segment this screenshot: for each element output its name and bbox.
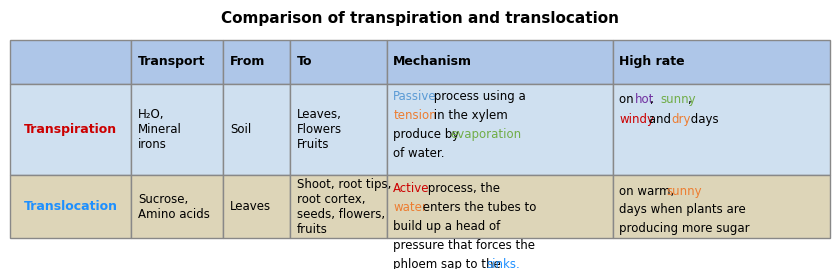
Text: in the xylem: in the xylem <box>429 109 507 122</box>
Text: on warm,: on warm, <box>619 185 678 198</box>
Text: High rate: High rate <box>619 55 685 68</box>
Bar <box>10 175 131 238</box>
Text: pressure that forces the: pressure that forces the <box>393 239 535 252</box>
Text: From: From <box>230 55 265 68</box>
Text: days: days <box>687 112 718 126</box>
Text: phloem sap to the: phloem sap to the <box>393 258 505 269</box>
Text: Mechanism: Mechanism <box>393 55 472 68</box>
Bar <box>10 84 131 175</box>
Bar <box>10 40 131 84</box>
Text: process using a: process using a <box>429 90 525 103</box>
Text: Comparison of transpiration and translocation: Comparison of transpiration and transloc… <box>221 11 619 26</box>
Text: enters the tubes to: enters the tubes to <box>419 201 537 214</box>
Bar <box>131 175 223 238</box>
Text: sinks.: sinks. <box>486 258 521 269</box>
Bar <box>131 84 223 175</box>
Text: ,: , <box>687 93 690 106</box>
Text: Shoot, root tips,
root cortex,
seeds, flowers,
fruits: Shoot, root tips, root cortex, seeds, fl… <box>297 178 391 236</box>
Text: build up a head of: build up a head of <box>393 220 501 233</box>
Text: days when plants are: days when plants are <box>619 203 746 217</box>
Text: sunny: sunny <box>666 185 701 198</box>
Text: Sucrose,
Amino acids: Sucrose, Amino acids <box>138 193 210 221</box>
Bar <box>386 40 612 84</box>
Text: Transpiration: Transpiration <box>24 123 117 136</box>
Bar <box>291 40 386 84</box>
Text: ,: , <box>650 93 658 106</box>
Bar <box>223 84 291 175</box>
Text: evaporation: evaporation <box>450 128 522 141</box>
Bar <box>223 40 291 84</box>
Bar <box>612 175 830 238</box>
Text: Translocation: Translocation <box>24 200 118 213</box>
Bar <box>291 175 386 238</box>
Text: dry: dry <box>671 112 690 126</box>
Text: producing more sugar: producing more sugar <box>619 222 750 235</box>
Text: Active: Active <box>393 182 430 195</box>
Text: To: To <box>297 55 312 68</box>
Text: sunny: sunny <box>661 93 696 106</box>
Text: of water.: of water. <box>393 147 444 160</box>
Text: on: on <box>619 93 638 106</box>
Bar <box>291 84 386 175</box>
Bar <box>612 84 830 175</box>
Bar <box>386 84 612 175</box>
Bar <box>612 40 830 84</box>
Bar <box>131 40 223 84</box>
Text: Passive: Passive <box>393 90 437 103</box>
Text: Soil: Soil <box>230 123 251 136</box>
Text: Leaves,
Flowers
Fruits: Leaves, Flowers Fruits <box>297 108 342 151</box>
Text: process, the: process, the <box>424 182 501 195</box>
Text: tension: tension <box>393 109 437 122</box>
Bar <box>386 175 612 238</box>
Text: water: water <box>393 201 427 214</box>
Text: and: and <box>645 112 675 126</box>
Text: hot: hot <box>635 93 654 106</box>
Text: H₂O,
Mineral
irons: H₂O, Mineral irons <box>138 108 181 151</box>
Text: Leaves: Leaves <box>230 200 271 213</box>
Text: windy: windy <box>619 112 654 126</box>
Text: produce by: produce by <box>393 128 463 141</box>
Text: Transport: Transport <box>138 55 205 68</box>
Bar <box>223 175 291 238</box>
